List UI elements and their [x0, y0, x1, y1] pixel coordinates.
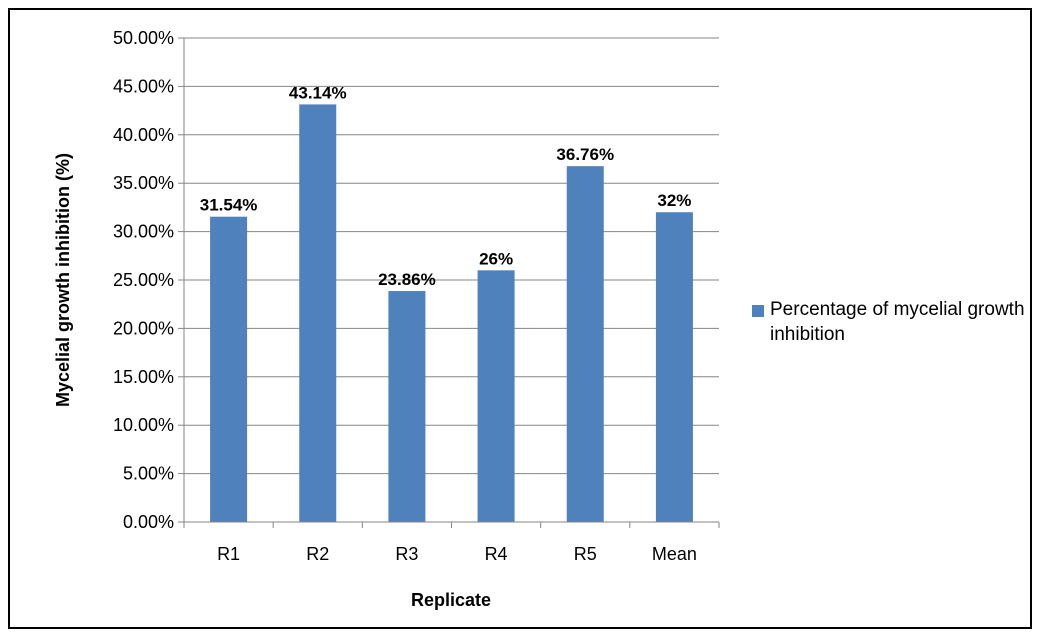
chart-frame [8, 8, 1032, 629]
x-tick-label: R4 [485, 544, 508, 564]
data-labels: 31.54% 43.14% 23.86% 26% 36.76% 32% [200, 83, 692, 289]
data-label: 23.86% [378, 270, 436, 289]
y-tick-label: 50.00% [113, 28, 174, 48]
y-tick-label: 5.00% [123, 464, 174, 484]
bars [210, 104, 693, 523]
gridlines [184, 37, 719, 475]
y-tick-label: 35.00% [113, 173, 174, 193]
y-tick-label: 40.00% [113, 125, 174, 145]
y-axis-ticks: 0.00% 5.00% 10.00% 15.00% 20.00% 25.00% 30.00%… [113, 28, 184, 532]
data-label: 43.14% [289, 83, 347, 102]
bar-r1 [210, 216, 248, 522]
y-tick-label: 45.00% [113, 76, 174, 96]
legend-swatch [752, 305, 764, 317]
bar-r2 [299, 104, 337, 523]
bar-r5 [566, 166, 604, 522]
y-tick-label: 15.00% [113, 367, 174, 387]
y-tick-label: 20.00% [113, 318, 174, 338]
data-label: 31.54% [200, 196, 258, 215]
x-tick-label: R3 [395, 544, 418, 564]
bar-r4 [477, 270, 515, 522]
data-label: 36.76% [556, 145, 614, 164]
bar-mean [655, 212, 693, 523]
y-tick-label: 0.00% [123, 512, 174, 532]
x-tick-label: R1 [217, 544, 240, 564]
data-label: 32% [657, 191, 691, 210]
y-axis-title: Mycelial growth inhibition (%) [53, 153, 73, 407]
x-axis-ticks: R1 R2 R3 R4 R5 Mean [183, 522, 720, 564]
legend-label: Percentage of mycelial growth inhibition [770, 299, 1025, 345]
y-tick-label: 25.00% [113, 270, 174, 290]
y-tick-label: 10.00% [113, 415, 174, 435]
legend: Percentage of mycelial growth inhibition [752, 297, 1042, 347]
x-tick-label: R5 [574, 544, 597, 564]
x-axis-title: Replicate [411, 590, 491, 610]
bar-r3 [388, 291, 426, 522]
x-tick-label: R2 [306, 544, 329, 564]
x-tick-label: Mean [652, 544, 697, 564]
data-label: 26% [479, 249, 513, 268]
y-tick-label: 30.00% [113, 222, 174, 242]
